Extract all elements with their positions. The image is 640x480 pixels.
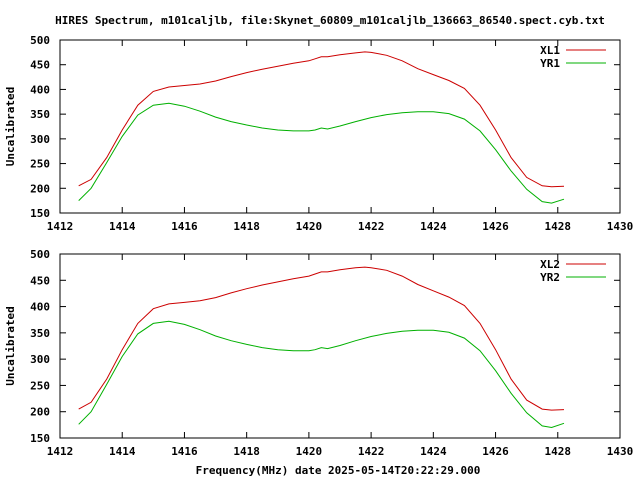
x-tick-label: 1430 [607,445,634,458]
x-tick-label: 1424 [420,445,447,458]
x-tick-label: 1420 [296,220,323,233]
x-tick-label: 1418 [233,445,260,458]
y-tick-label: 250 [30,158,50,171]
x-tick-label: 1420 [296,445,323,458]
y-tick-label: 300 [30,353,50,366]
y-tick-label: 150 [30,207,50,220]
y-tick-label: 200 [30,406,50,419]
x-tick-label: 1418 [233,220,260,233]
x-axis-label: Frequency(MHz) date 2025-05-14T20:22:29.… [196,464,481,477]
plot-frame [59,39,621,214]
series-line-yr1 [78,102,565,204]
y-tick-label: 500 [30,34,50,47]
series-line-yr2 [78,320,565,429]
series-line-xl2 [78,266,565,411]
legend-label: YR2 [540,271,560,284]
legend-label: YR1 [540,57,560,70]
plot-frame [59,253,621,439]
x-tick-label: 1422 [358,220,385,233]
chart-panel-1: 1412 1414 1416 1418 1420 1422 1424 1426 1428 1430… [4,34,633,233]
chart-panel-2: 1412 1414 1416 1418 1420 1422 1424 1426 1428 1430… [4,248,633,458]
x-tick-label: 1412 [47,220,74,233]
y-axis-label: Uncalibrated [4,306,17,385]
y-tick-label: 350 [30,327,50,340]
legend-label: XL2 [540,258,560,271]
x-tick-label: 1426 [482,445,509,458]
x-tick-label: 1416 [171,445,198,458]
series-line-xl1 [78,51,565,188]
y-tick-label: 450 [30,59,50,72]
x-tick-label: 1414 [109,220,136,233]
x-tick-label: 1428 [545,220,572,233]
y-tick-label: 250 [30,379,50,392]
x-tick-label: 1412 [47,445,74,458]
figure-title: HIRES Spectrum, m101caljlb, file:Skynet_… [55,14,605,27]
x-tick-label: 1424 [420,220,447,233]
x-tick-label: 1422 [358,445,385,458]
y-tick-label: 150 [30,432,50,445]
y-tick-label: 200 [30,182,50,195]
y-tick-label: 300 [30,133,50,146]
x-tick-label: 1426 [482,220,509,233]
y-tick-label: 400 [30,83,50,96]
x-tick-label: 1428 [545,445,572,458]
legend-label: XL1 [540,44,560,57]
x-tick-label: 1430 [607,220,634,233]
y-tick-label: 400 [30,301,50,314]
x-tick-label: 1416 [171,220,198,233]
y-tick-label: 350 [30,108,50,121]
x-tick-label: 1414 [109,445,136,458]
y-tick-label: 500 [30,248,50,261]
y-tick-label: 450 [30,274,50,287]
y-axis-label: Uncalibrated [4,87,17,166]
